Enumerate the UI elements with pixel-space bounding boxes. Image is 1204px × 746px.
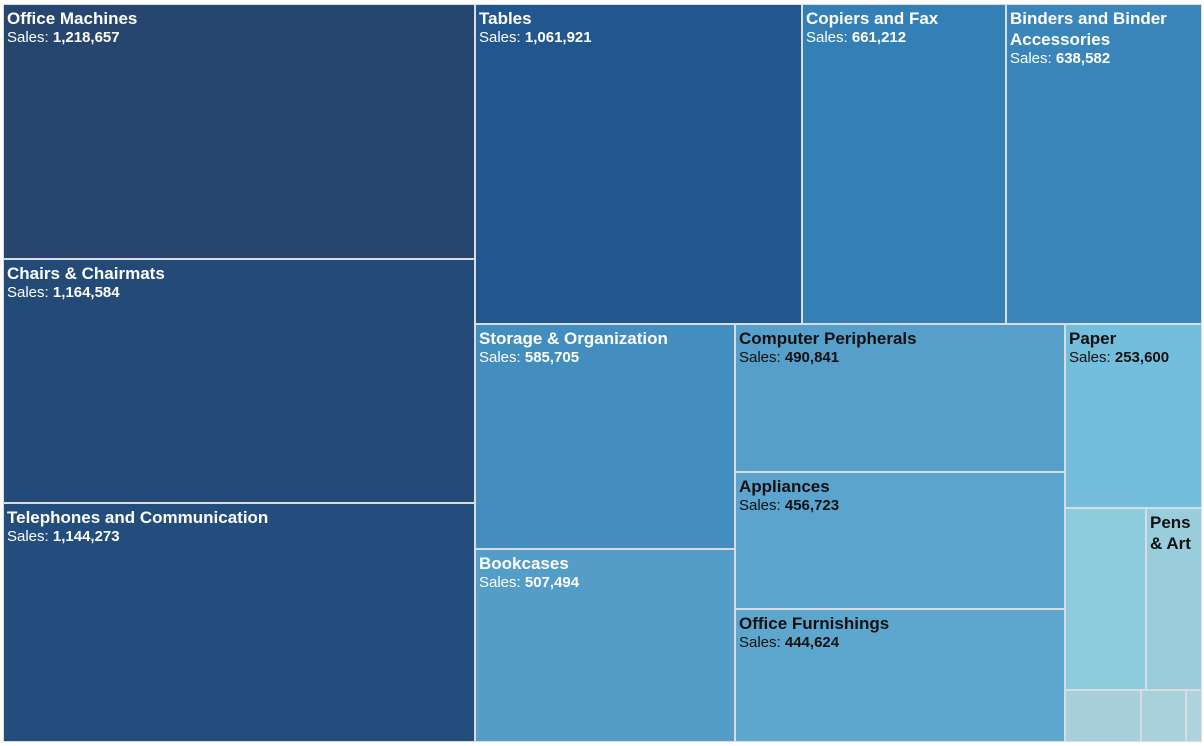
tile-sales: Sales: 1,164,584 xyxy=(7,283,120,302)
tile-appliances[interactable]: Appliances Sales: 456,723 xyxy=(735,472,1065,609)
tile-small-unlabeled-3[interactable] xyxy=(1141,690,1186,742)
sales-label: Sales: xyxy=(739,349,781,366)
sales-label: Sales: xyxy=(739,497,781,514)
tile-sales: Sales: 1,061,921 xyxy=(479,28,592,47)
tile-sales: Sales: 444,624 xyxy=(739,633,839,652)
sales-label: Sales: xyxy=(7,284,49,301)
sales-label: Sales: xyxy=(479,349,521,366)
tile-label: Telephones and Communication xyxy=(7,508,269,527)
sales-value: 1,144,273 xyxy=(52,528,120,545)
tile-label: Chairs & Chairmats xyxy=(7,264,165,283)
sales-value: 444,624 xyxy=(784,634,840,651)
tile-office-machines[interactable]: Office Machines Sales: 1,218,657 xyxy=(3,4,475,259)
tile-label: Binders and Binder Accessories xyxy=(1010,9,1167,49)
tile-copiers-and-fax[interactable]: Copiers and Fax Sales: 661,212 xyxy=(802,4,1006,324)
tile-sales: Sales: 1,144,273 xyxy=(7,527,120,546)
tile-small-unlabeled-4[interactable] xyxy=(1186,690,1202,742)
sales-value: 1,218,657 xyxy=(52,29,120,46)
sales-value: 585,705 xyxy=(524,349,580,366)
sales-value: 1,061,921 xyxy=(524,29,592,46)
tile-label: Copiers and Fax xyxy=(806,9,939,28)
sales-label: Sales: xyxy=(479,29,521,46)
tile-computer-peripherals[interactable]: Computer Peripherals Sales: 490,841 xyxy=(735,324,1065,472)
sales-value: 253,600 xyxy=(1114,349,1170,366)
sales-value: 638,582 xyxy=(1055,50,1111,67)
tile-label: Pens & Art xyxy=(1150,513,1191,553)
sales-label: Sales: xyxy=(1010,50,1052,67)
tile-telephones-and-communication[interactable]: Telephones and Communication Sales: 1,14… xyxy=(3,503,475,742)
tile-sales: Sales: 661,212 xyxy=(806,28,906,47)
sales-label: Sales: xyxy=(7,29,49,46)
tile-label: Office Machines xyxy=(7,9,138,28)
sales-label: Sales: xyxy=(806,29,848,46)
tile-binders-and-binder-accessories[interactable]: Binders and Binder Accessories Sales: 63… xyxy=(1006,4,1202,324)
sales-label: Sales: xyxy=(1069,349,1111,366)
tile-label: Paper xyxy=(1069,329,1117,348)
tile-sales: Sales: 253,600 xyxy=(1069,348,1169,367)
tile-label: Office Furnishings xyxy=(739,614,890,633)
tile-office-furnishings[interactable]: Office Furnishings Sales: 444,624 xyxy=(735,609,1065,742)
tile-storage-and-organization[interactable]: Storage & Organization Sales: 585,705 xyxy=(475,324,735,549)
tile-label: Storage & Organization xyxy=(479,329,668,348)
sales-label: Sales: xyxy=(479,574,521,591)
tile-bookcases[interactable]: Bookcases Sales: 507,494 xyxy=(475,549,735,742)
tile-sales: Sales: 490,841 xyxy=(739,348,839,367)
tile-label: Bookcases xyxy=(479,554,569,573)
sales-value: 1,164,584 xyxy=(52,284,120,301)
tile-sales: Sales: 1,218,657 xyxy=(7,28,120,47)
tile-label: Tables xyxy=(479,9,532,28)
tile-small-unlabeled-1[interactable] xyxy=(1065,508,1146,690)
tile-sales: Sales: 507,494 xyxy=(479,573,579,592)
tile-label: Computer Peripherals xyxy=(739,329,917,348)
tile-paper[interactable]: Paper Sales: 253,600 xyxy=(1065,324,1202,508)
sales-value: 507,494 xyxy=(524,574,580,591)
tile-small-unlabeled-2[interactable] xyxy=(1065,690,1141,742)
tile-sales: Sales: 638,582 xyxy=(1010,49,1110,68)
sales-value: 661,212 xyxy=(851,29,907,46)
tile-pens-and-art[interactable]: Pens & Art xyxy=(1146,508,1202,690)
tile-chairs-chairmats[interactable]: Chairs & Chairmats Sales: 1,164,584 xyxy=(3,259,475,503)
sales-value: 490,841 xyxy=(784,349,840,366)
tile-label: Appliances xyxy=(739,477,830,496)
tile-sales: Sales: 456,723 xyxy=(739,496,839,515)
sales-label: Sales: xyxy=(7,528,49,545)
sales-label: Sales: xyxy=(739,634,781,651)
tile-tables[interactable]: Tables Sales: 1,061,921 xyxy=(475,4,802,324)
tile-sales: Sales: 585,705 xyxy=(479,348,579,367)
sales-value: 456,723 xyxy=(784,497,840,514)
